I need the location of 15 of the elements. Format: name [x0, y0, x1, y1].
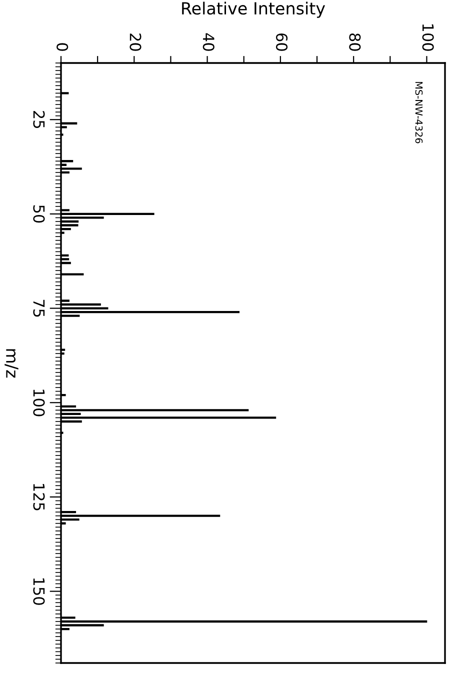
x-tick-label: 20 [130, 34, 142, 51]
y-tick-label: 75 [33, 300, 45, 317]
x-tick-label: 60 [276, 34, 288, 51]
y-tick-label: 150 [33, 578, 45, 605]
x-tick-label: 100 [422, 24, 434, 51]
x-tick-label: 40 [202, 33, 214, 51]
y-tick-label: 50 [33, 205, 45, 223]
y-tick-label: 100 [33, 390, 45, 416]
x-axis-title: Relative Intensity [182, 2, 326, 18]
x-tick-label: 0 [56, 43, 68, 51]
y-axis-title: m/z [4, 349, 18, 378]
y-tick-label: 125 [33, 484, 45, 510]
y-tick-label: 25 [33, 111, 45, 128]
annotation: MS-NW-4326 [415, 82, 423, 144]
x-tick-label: 80 [349, 33, 361, 51]
